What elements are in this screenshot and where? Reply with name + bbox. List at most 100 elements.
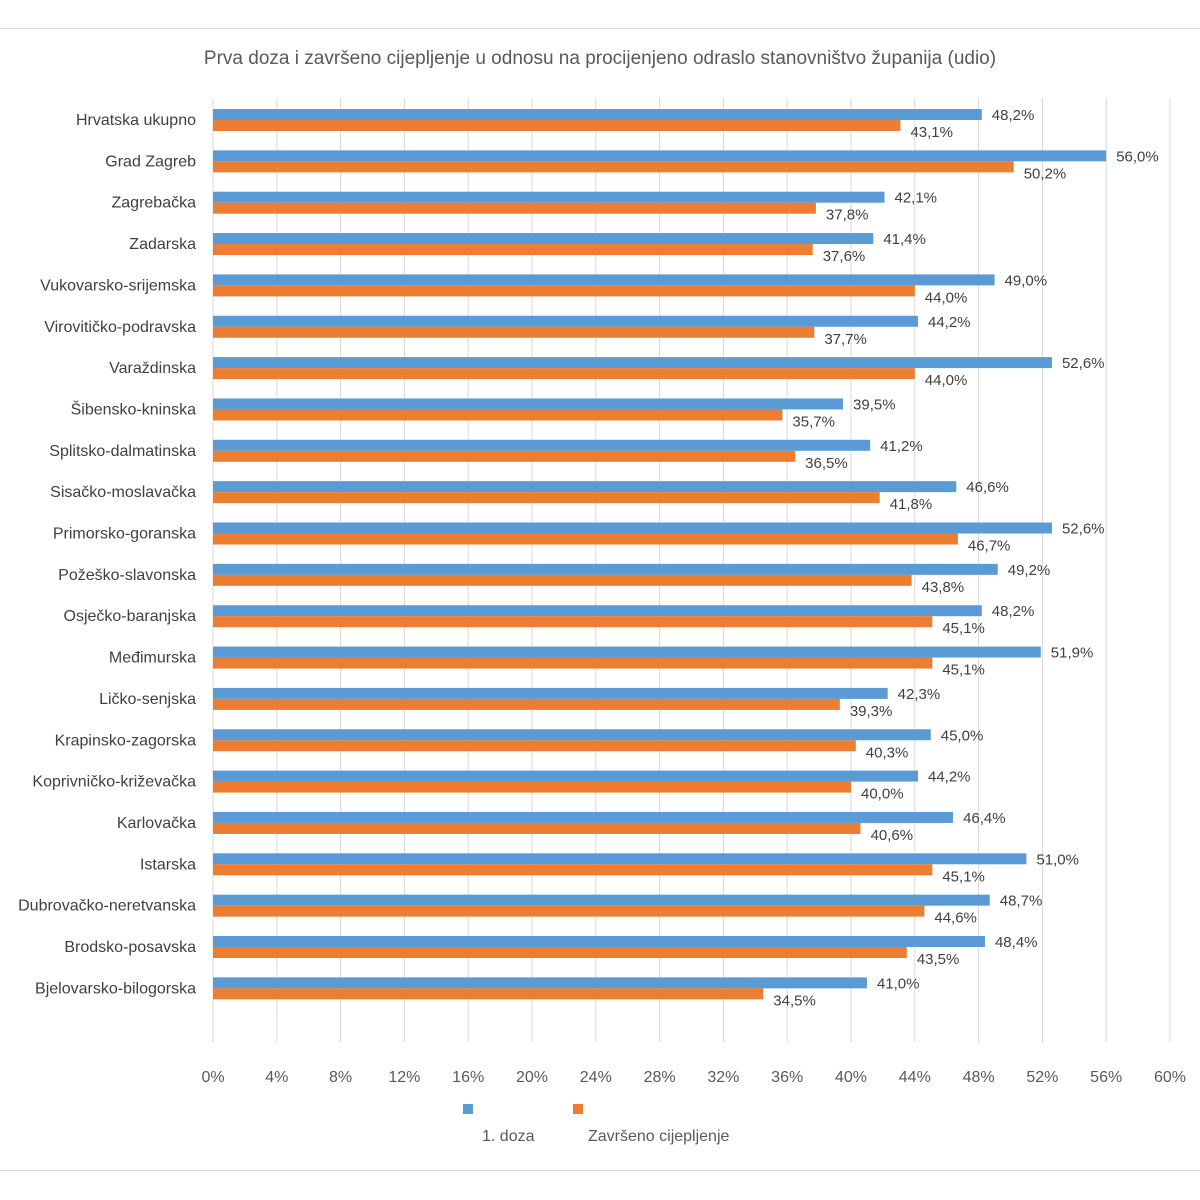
bar-first-dose (213, 150, 1107, 162)
data-label-completed: 34,5% (773, 992, 816, 1009)
bar-first-dose (213, 274, 995, 286)
bar-first-dose (213, 605, 982, 617)
bar-completed (213, 574, 912, 586)
bar-completed (213, 244, 813, 256)
data-label-completed: 40,0% (861, 786, 904, 803)
data-label-completed: 35,7% (792, 413, 835, 430)
category-label: Brodsko-posavska (64, 939, 196, 956)
data-label-first-dose: 48,2% (992, 107, 1035, 124)
chart-title: Prva doza i završeno cijepljenje u odnos… (203, 48, 997, 69)
bar-first-dose (213, 894, 990, 906)
data-label-first-dose: 41,4% (883, 231, 926, 248)
bar-completed (213, 450, 796, 462)
data-label-completed: 45,1% (942, 868, 985, 885)
frame-bottom-border (0, 1170, 1200, 1171)
bar-first-dose (213, 770, 918, 782)
x-tick-label: 24% (580, 1069, 612, 1086)
bar-first-dose (213, 977, 867, 989)
data-label-first-dose: 48,4% (995, 934, 1038, 951)
bar-first-dose (213, 109, 982, 120)
data-label-first-dose: 42,1% (894, 190, 937, 207)
legend-swatch-first-dose (463, 1104, 473, 1114)
legend-label-first-dose: 1. doza (482, 1128, 535, 1145)
data-label-completed: 43,5% (917, 951, 960, 968)
bar-completed (213, 698, 840, 710)
bar-completed (213, 988, 764, 1000)
bar-first-dose (213, 357, 1052, 369)
bar-completed (213, 947, 907, 958)
data-label-completed: 45,1% (942, 662, 985, 679)
data-label-first-dose: 51,0% (1036, 851, 1079, 868)
bar-first-dose (213, 563, 998, 575)
bar-completed (213, 822, 861, 834)
bar-completed (213, 905, 925, 917)
data-label-first-dose: 44,2% (928, 769, 971, 786)
data-label-first-dose: 39,5% (853, 396, 896, 413)
category-label: Varaždinska (109, 360, 196, 377)
bar-completed (213, 657, 933, 669)
legend-label-completed: Završeno cijepljenje (588, 1128, 730, 1145)
data-label-completed: 50,2% (1024, 165, 1067, 182)
data-label-first-dose: 56,0% (1116, 148, 1159, 165)
category-label: Hrvatska ukupno (76, 112, 196, 129)
x-tick-label: 36% (771, 1069, 803, 1086)
bar-first-dose (213, 522, 1052, 534)
bar-completed (213, 740, 856, 752)
x-tick-label: 44% (899, 1069, 931, 1086)
x-tick-label: 28% (644, 1069, 676, 1086)
bar-completed (213, 120, 901, 131)
data-label-first-dose: 41,2% (880, 438, 923, 455)
legend-swatch-completed (573, 1104, 583, 1114)
legend: 1. doza Završeno cijepljenje (440, 1104, 780, 1154)
x-tick-label: 0% (201, 1069, 224, 1086)
category-label: Vukovarsko-srijemska (40, 277, 196, 294)
data-label-completed: 36,5% (805, 455, 848, 472)
bar-first-dose (213, 936, 985, 947)
bar-first-dose (213, 481, 957, 493)
data-label-completed: 39,3% (850, 703, 893, 720)
bar-completed (213, 202, 816, 214)
bar-first-dose (213, 811, 954, 823)
category-label: Šibensko-kninska (71, 399, 197, 418)
bar-completed (213, 492, 880, 504)
category-label: Bjelovarsko-bilogorska (35, 980, 196, 997)
data-label-first-dose: 46,4% (963, 810, 1006, 827)
category-label: Međimurska (109, 650, 196, 667)
data-label-first-dose: 45,0% (941, 727, 984, 744)
bar-completed (213, 781, 851, 793)
x-tick-label: 40% (835, 1069, 867, 1086)
bar-completed (213, 616, 933, 628)
data-label-first-dose: 48,2% (992, 603, 1035, 620)
data-label-first-dose: 52,6% (1062, 355, 1105, 372)
bar-first-dose (213, 853, 1027, 865)
bar-chart: 0% 4% 8% 12% 16% 20% 24% 28% 32% 36% 40% 44% 48% 52% 5… (18, 98, 1186, 1086)
category-label: Sisačko-moslavačka (50, 484, 196, 501)
data-label-completed: 40,6% (871, 827, 914, 844)
x-tick-label: 52% (1026, 1069, 1058, 1086)
data-label-first-dose: 46,6% (966, 479, 1009, 496)
data-label-completed: 44,0% (925, 372, 968, 389)
category-label: Istarska (140, 856, 196, 873)
category-label: Zadarska (129, 236, 196, 253)
data-label-completed: 43,1% (910, 124, 953, 141)
data-label-completed: 44,6% (934, 910, 977, 927)
data-label-first-dose: 51,9% (1051, 645, 1094, 662)
category-label: Koprivničko-križevačka (32, 774, 196, 791)
category-label: Virovitičko-podravska (44, 319, 196, 336)
data-label-completed: 37,6% (823, 248, 866, 265)
x-tick-label: 16% (452, 1069, 484, 1086)
x-tick-label: 56% (1090, 1069, 1122, 1086)
data-label-completed: 37,7% (824, 331, 867, 348)
data-label-first-dose: 41,0% (877, 975, 920, 992)
data-label-first-dose: 48,7% (1000, 893, 1043, 910)
category-label: Grad Zagreb (105, 153, 196, 170)
bar-first-dose (213, 398, 844, 410)
x-tick-label: 12% (388, 1069, 420, 1086)
category-label: Zagrebačka (112, 195, 197, 212)
bar-first-dose (213, 687, 888, 699)
bar-completed (213, 409, 783, 421)
category-label: Krapinsko-zagorska (55, 732, 197, 749)
category-label: Požeško-slavonska (58, 567, 196, 584)
data-label-first-dose: 49,0% (1005, 272, 1048, 289)
bar-first-dose (213, 315, 918, 327)
